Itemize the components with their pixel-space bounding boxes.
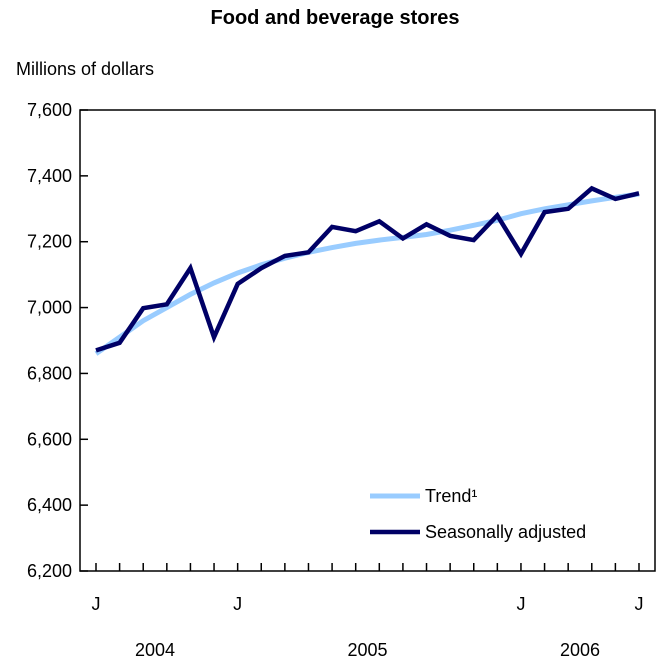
y-axis-label: Millions of dollars	[16, 59, 154, 79]
series-line-seasonally-adjusted	[95, 185, 640, 353]
legend-label: Seasonally adjusted	[425, 522, 586, 542]
x-year-label: 2006	[560, 640, 600, 660]
y-tick-label: 7,400	[27, 166, 72, 186]
legend: Trend¹ Seasonally adjusted	[370, 486, 586, 542]
y-tick-label: 6,600	[27, 429, 72, 449]
y-tick-label: 7,200	[27, 232, 72, 252]
y-tick-label: 6,800	[27, 363, 72, 383]
series-lines	[94, 185, 640, 356]
x-month-label: J	[233, 594, 242, 614]
y-tick-label: 7,000	[27, 298, 72, 318]
plot-frame	[79, 109, 656, 572]
x-year-label: 2004	[135, 640, 175, 660]
x-month-label: J	[516, 594, 525, 614]
legend-label: Trend¹	[425, 486, 477, 506]
y-tick-label: 6,400	[27, 495, 72, 515]
x-month-label: J	[635, 594, 644, 614]
chart-title: Food and beverage stores	[211, 7, 460, 29]
series-line-trend	[94, 191, 640, 356]
x-month-label: J	[92, 594, 101, 614]
y-tick-label: 7,600	[27, 100, 72, 120]
y-tick-label: 6,200	[27, 561, 72, 581]
axes: 6,200 6,400 6,600 6,800 7,000 7,200 7,400 7,600…	[27, 100, 656, 660]
x-year-label: 2005	[347, 640, 387, 660]
